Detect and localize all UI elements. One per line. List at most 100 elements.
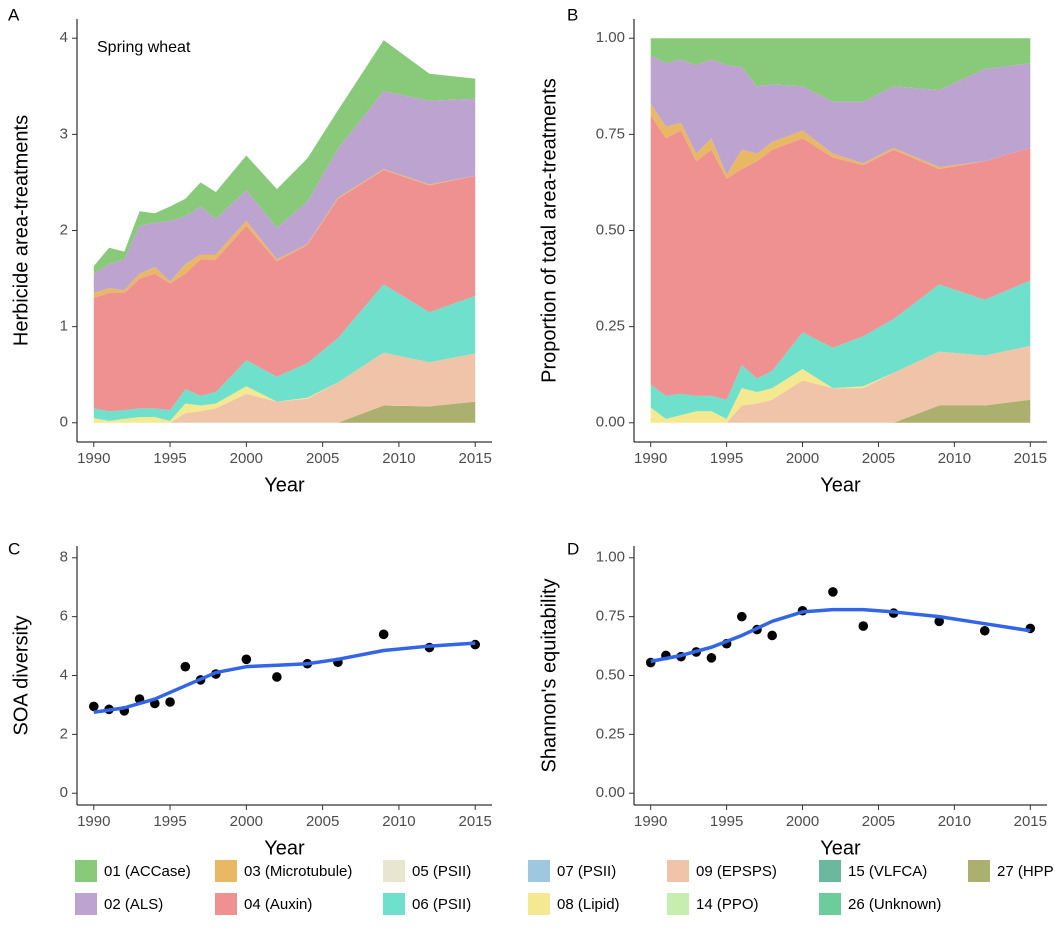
- y-tick-label: 0.50: [596, 221, 625, 238]
- y-tick-label: 1.00: [596, 549, 625, 566]
- y-tick-label: 4: [60, 666, 68, 683]
- area-segment: [93, 169, 476, 412]
- y-tick-label: 1: [60, 318, 68, 335]
- legend-label: 01 (ACCase): [104, 863, 191, 880]
- legend-swatch: [75, 860, 97, 882]
- y-tick-label: 2: [60, 725, 68, 742]
- y-tick-label: 8: [60, 549, 68, 566]
- x-tick-label: 2015: [459, 813, 492, 830]
- legend-swatch: [968, 860, 990, 882]
- x-tick-label: 2010: [382, 813, 415, 830]
- panel-label: D: [567, 539, 579, 558]
- x-tick-label: 2000: [786, 450, 819, 467]
- legend-swatch: [528, 893, 550, 915]
- y-tick-label: 1.00: [596, 29, 625, 46]
- y-tick-label: 0: [60, 784, 68, 801]
- x-tick-label: 1995: [710, 813, 743, 830]
- area-segment: [93, 91, 476, 293]
- x-axis-title: Year: [820, 474, 861, 496]
- y-tick-label: 0.50: [596, 666, 625, 683]
- point: [272, 672, 282, 682]
- legend-label: 27 (HPPD): [997, 863, 1055, 880]
- area-segment: [650, 345, 1031, 423]
- y-tick-label: 0.00: [596, 784, 625, 801]
- legend-label: 26 (Unknown): [848, 896, 941, 913]
- point: [165, 697, 175, 707]
- x-tick-label: 2015: [459, 450, 492, 467]
- x-axis-title: Year: [264, 474, 305, 496]
- point: [828, 587, 838, 597]
- smooth-line: [93, 641, 476, 715]
- y-axis-title: Shannon's equitability: [538, 579, 560, 773]
- y-tick-label: 2: [60, 221, 68, 238]
- y-axis-title: Proportion of total area-treatments: [538, 78, 560, 383]
- x-tick-label: 2005: [862, 813, 895, 830]
- point: [934, 616, 944, 627]
- area-segment: [650, 103, 1031, 179]
- annotation: Spring wheat: [97, 39, 191, 56]
- point: [858, 621, 869, 631]
- area-segment: [93, 352, 476, 423]
- x-tick-label: 2010: [938, 813, 971, 830]
- y-tick-label: 0.75: [596, 608, 625, 625]
- x-tick-label: 1995: [710, 450, 743, 467]
- legend-label: 05 (PSII): [412, 863, 471, 880]
- y-tick-label: 4: [60, 29, 68, 46]
- point: [180, 661, 191, 672]
- area-segment: [650, 399, 1031, 423]
- area-segment: [650, 115, 1031, 400]
- legend-swatch: [75, 893, 97, 915]
- legend-swatch: [383, 893, 405, 915]
- y-axis-title: SOA diversity: [10, 615, 32, 735]
- x-tick-label: 1995: [153, 450, 186, 467]
- point: [767, 630, 777, 641]
- area-segment: [93, 352, 476, 423]
- legend-label: 03 (Microtubule): [244, 863, 352, 880]
- legend-label: 14 (PPO): [696, 896, 759, 913]
- legend-label: 15 (VLFCA): [848, 863, 927, 880]
- point: [979, 625, 990, 636]
- x-tick-label: 2005: [862, 450, 895, 467]
- x-tick-label: 1990: [634, 450, 667, 467]
- x-axis-title: Year: [264, 837, 305, 859]
- legend-swatch: [667, 893, 689, 915]
- y-axis-title: Herbicide area-treatments: [10, 115, 32, 346]
- area-segment: [650, 280, 1031, 419]
- y-tick-label: 0: [60, 414, 68, 431]
- x-tick-label: 2000: [230, 450, 263, 467]
- x-tick-label: 1990: [634, 813, 667, 830]
- x-tick-label: 2005: [306, 450, 339, 467]
- point: [378, 629, 389, 640]
- y-tick-label: 3: [60, 125, 68, 142]
- y-tick-label: 0.25: [596, 725, 625, 742]
- x-tick-label: 2010: [938, 450, 971, 467]
- y-tick-label: 0.75: [596, 125, 625, 142]
- legend-swatch: [819, 893, 841, 915]
- y-tick-label: 6: [60, 608, 68, 625]
- x-tick-label: 1990: [77, 450, 110, 467]
- legend-label: 02 (ALS): [104, 896, 163, 913]
- legend-label: 06 (PSII): [412, 896, 471, 913]
- x-tick-label: 2000: [230, 813, 263, 830]
- panel-label: C: [8, 539, 20, 558]
- x-tick-label: 1995: [153, 813, 186, 830]
- x-tick-label: 2000: [786, 813, 819, 830]
- y-tick-label: 0.00: [596, 414, 625, 431]
- point: [88, 701, 99, 712]
- panel-label: B: [567, 5, 578, 24]
- area-segment: [93, 284, 476, 421]
- point: [737, 611, 747, 622]
- panel-label: A: [8, 5, 20, 24]
- point: [241, 654, 252, 665]
- y-tick-label: 0.25: [596, 318, 625, 335]
- area-segment: [93, 168, 476, 298]
- area-segment: [650, 55, 1031, 175]
- x-tick-label: 1990: [77, 813, 110, 830]
- legend-label: 04 (Auxin): [244, 896, 312, 913]
- legend-label: 08 (Lipid): [557, 896, 620, 913]
- legend-label: 07 (PSII): [557, 863, 616, 880]
- point: [706, 653, 717, 663]
- x-tick-label: 2010: [382, 450, 415, 467]
- smooth-line: [650, 607, 1031, 664]
